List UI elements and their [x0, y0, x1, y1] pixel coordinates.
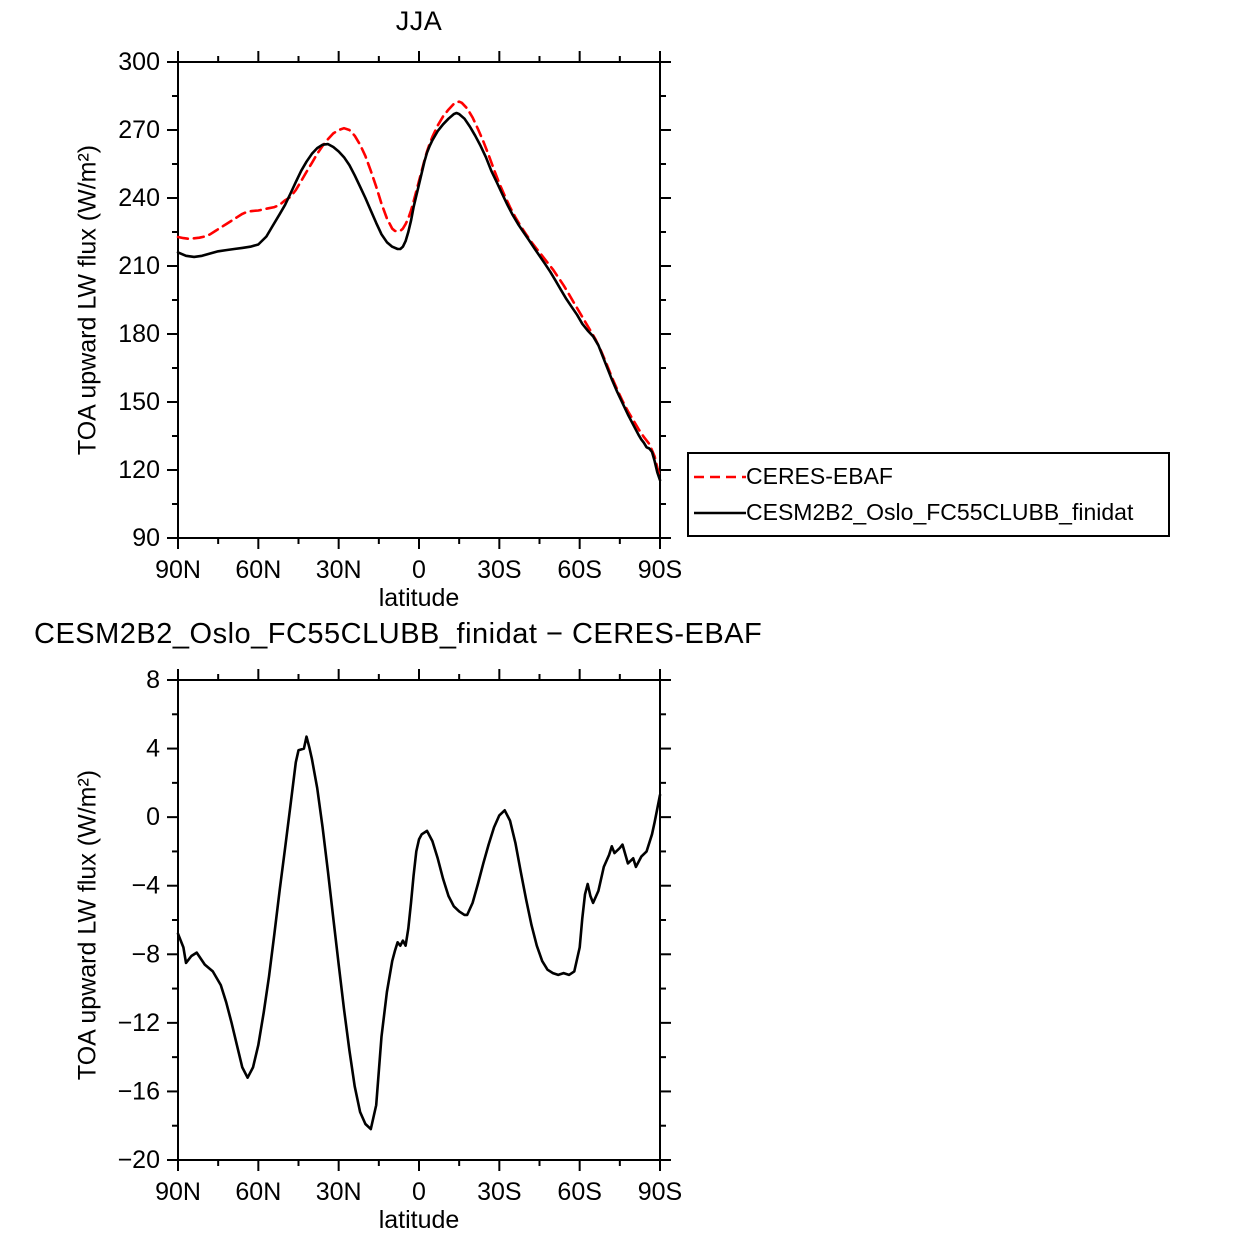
bottom-chart-plot: 90N 60N 30N 0 30S 60S 90S 8 4 0 −4 −8 −12 −16 −20 — [118, 666, 683, 1206]
y-tick-label: −20 — [118, 1146, 160, 1174]
y-tick-label: 210 — [118, 252, 160, 280]
x-tick-label: 0 — [412, 1178, 426, 1206]
cesm2b2-line-sample — [694, 511, 746, 514]
x-tick-label: 0 — [412, 556, 426, 584]
top-chart-plot: 90N 60N 30N 0 30S 60S 90S 300 270 240 210 180 150 120… — [118, 48, 682, 584]
y-tick-label: 150 — [118, 388, 160, 416]
bottom-chart-title: CESM2B2_Oslo_FC55CLUBB_finidat − CERES-E… — [34, 618, 763, 650]
y-tick-label: 90 — [132, 524, 160, 552]
series-line-CESM2B2_Oslo_FC55CLUBB_finidat — [176, 111, 662, 482]
ceres-ebaf-line-sample — [694, 475, 746, 478]
plot-frame — [177, 61, 661, 539]
y-tick-label: 4 — [146, 735, 160, 763]
x-tick-label: 30S — [477, 556, 521, 584]
legend-entry-ceres-ebaf: CERES-EBAF — [689, 463, 1168, 490]
x-tick-label: 90N — [155, 1178, 201, 1206]
top-chart-title: JJA — [395, 6, 443, 36]
x-tick-label: 90N — [155, 556, 201, 584]
y-tick-label: 8 — [146, 666, 160, 694]
x-tick-label: 60S — [557, 1178, 601, 1206]
x-tick-label: 60N — [235, 1178, 281, 1206]
x-tick-label: 30N — [316, 556, 362, 584]
legend-label-cesm2b2: CESM2B2_Oslo_FC55CLUBB_finidat — [746, 499, 1134, 525]
legend-entry-cesm2b2: CESM2B2_Oslo_FC55CLUBB_finidat — [689, 499, 1168, 526]
y-tick-label: −8 — [131, 940, 160, 968]
y-tick-label: 300 — [118, 48, 160, 76]
x-tick-label: 90S — [638, 1178, 682, 1206]
bottom-chart-x-axis-label: latitude — [378, 1206, 460, 1234]
series-line-difference — [176, 735, 662, 1131]
x-tick-label: 60S — [557, 556, 601, 584]
y-tick-label: −12 — [118, 1009, 160, 1037]
y-tick-label: 270 — [118, 116, 160, 144]
x-tick-label: 30S — [477, 1178, 521, 1206]
x-tick-label: 30N — [316, 1178, 362, 1206]
top-chart-x-axis-label: latitude — [378, 584, 460, 612]
series-line-CERES-EBAF — [176, 100, 662, 480]
plot-frame — [177, 679, 661, 1161]
legend-label-ceres-ebaf: CERES-EBAF — [746, 463, 893, 489]
x-tick-label: 90S — [638, 556, 682, 584]
y-tick-label: 120 — [118, 456, 160, 484]
y-tick-label: −4 — [131, 872, 160, 900]
y-tick-label: 240 — [118, 184, 160, 212]
x-tick-label: 60N — [235, 556, 281, 584]
y-tick-label: 180 — [118, 320, 160, 348]
y-tick-label: −16 — [118, 1077, 160, 1105]
y-tick-label: 0 — [146, 803, 160, 831]
legend: CERES-EBAF CESM2B2_Oslo_FC55CLUBB_finida… — [687, 452, 1170, 537]
